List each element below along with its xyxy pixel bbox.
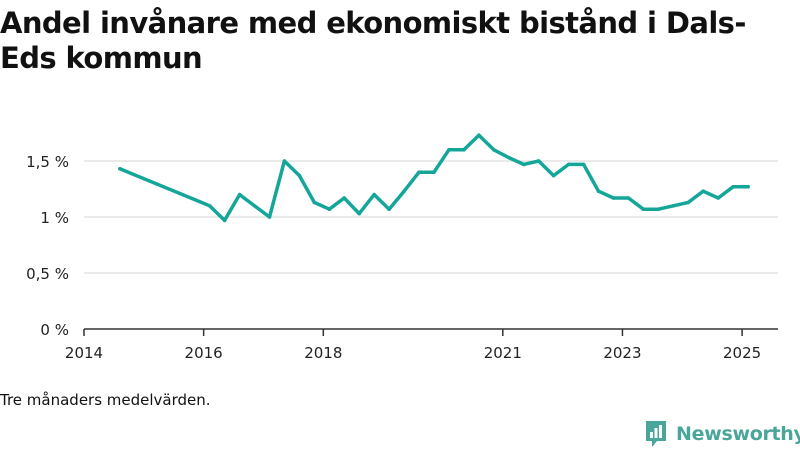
y-tick-label: 1,5 % [26, 153, 69, 171]
chart-title: Andel invånare med ekonomiskt bistånd i … [0, 6, 746, 75]
bar-chart-icon [646, 421, 666, 447]
x-tick-label: 2014 [65, 344, 103, 362]
grid-lines [84, 160, 778, 274]
y-tick-label: 1 % [40, 209, 69, 227]
x-axis: 2014 2016 2018 2021 2023 2025 [65, 328, 778, 362]
data-point [462, 148, 466, 152]
data-point [731, 185, 735, 189]
data-point [327, 207, 332, 211]
data-point [267, 215, 272, 219]
data-point [237, 192, 242, 197]
data-point [477, 133, 481, 137]
line-chart: 0 % 0,5 % 1 % 1,5 % 2014 2016 2018 2021 2023 202… [26, 133, 778, 362]
y-tick-label: 0,5 % [26, 265, 69, 283]
series-line [118, 133, 750, 223]
brand-name: Newsworthy [676, 423, 800, 445]
newsworthy-logo: Newsworthy [644, 419, 800, 449]
data-point [641, 207, 646, 211]
y-axis: 0 % 0,5 % 1 % 1,5 % [26, 153, 69, 339]
data-point [417, 170, 421, 174]
data-point [566, 162, 571, 167]
data-point [596, 189, 601, 193]
data-point [611, 196, 616, 200]
x-tick-label: 2018 [304, 344, 342, 362]
x-tick-label: 2016 [185, 344, 223, 362]
data-point [297, 173, 302, 178]
data-point [432, 170, 436, 174]
x-tick-label: 2023 [603, 344, 641, 362]
y-tick-label: 0 % [40, 321, 69, 339]
data-point [372, 192, 377, 197]
data-point [581, 162, 586, 167]
data-point [402, 189, 406, 193]
data-point [716, 196, 720, 200]
data-point [312, 200, 317, 205]
data-point [387, 207, 391, 211]
data-point [118, 167, 122, 171]
caption: Tre månaders medelvärden. [0, 391, 211, 409]
data-point [447, 148, 451, 152]
data-point [492, 148, 496, 152]
data-point [357, 211, 362, 216]
data-point [746, 185, 750, 189]
data-point [207, 204, 212, 208]
data-point [222, 218, 227, 223]
data-point [507, 155, 511, 160]
data-point [686, 200, 691, 205]
data-point [282, 159, 287, 163]
x-tick-label: 2025 [723, 344, 761, 362]
data-point [671, 204, 676, 208]
x-tick-label: 2021 [484, 344, 522, 362]
data-point [551, 173, 556, 178]
series-lines [118, 133, 750, 223]
data-point [536, 159, 541, 163]
data-point [626, 196, 631, 200]
data-point [656, 207, 661, 211]
data-point [701, 189, 705, 193]
data-point [342, 196, 347, 200]
data-point [521, 162, 526, 167]
